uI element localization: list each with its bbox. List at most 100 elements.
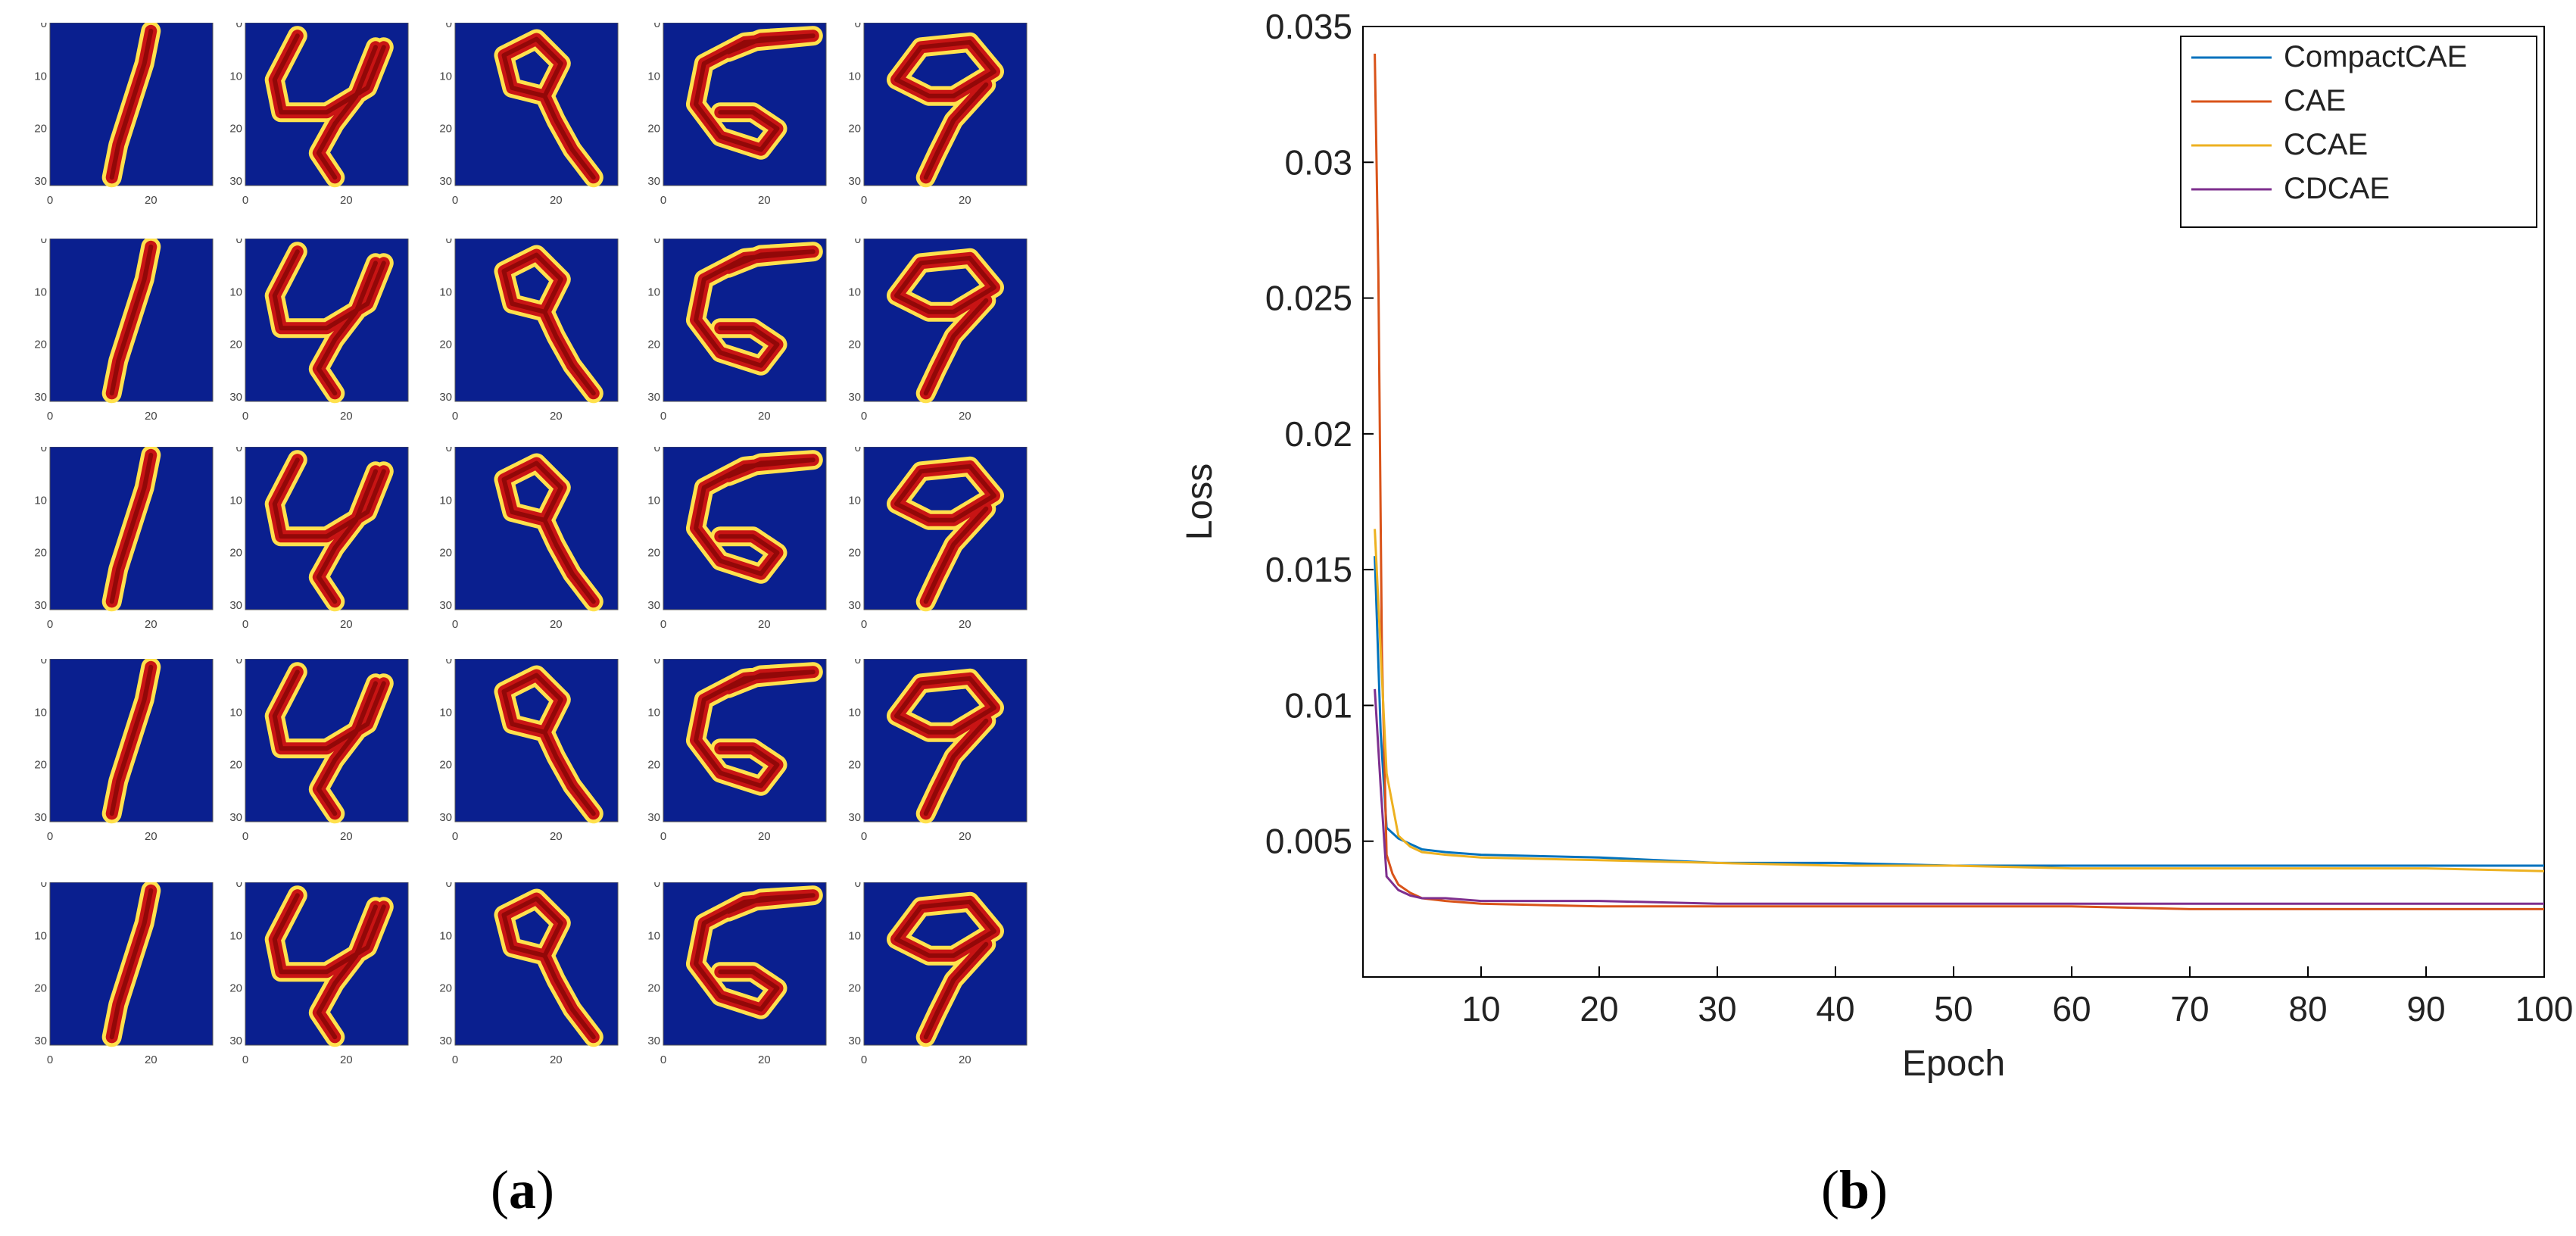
- y-tick-label: 20: [848, 759, 861, 772]
- series-line-cae: [1374, 53, 2544, 910]
- digit-cell-r1-c2: 0 10 20 30 0 20: [218, 23, 426, 216]
- x-tick-label: 0: [47, 618, 53, 631]
- y-tick-label: 30: [229, 1035, 242, 1047]
- y-tick-label: 10: [647, 706, 660, 719]
- x-tick-label: 0: [47, 410, 53, 423]
- y-tick-label: 20: [439, 123, 452, 136]
- y-tick-label: 20: [848, 123, 861, 136]
- y-tick-label: 20: [647, 982, 660, 995]
- y-tick-label: 30: [439, 599, 452, 612]
- legend-label: CDCAE: [2284, 172, 2390, 205]
- x-tick-label: 0: [242, 410, 248, 423]
- digit-cell-r5-c3: 0 10 20 30 0 20: [428, 882, 636, 1075]
- x-tick-label: 90: [2406, 989, 2445, 1028]
- y-tick-label: 10: [848, 286, 861, 298]
- y-tick-label: 0: [41, 447, 47, 454]
- y-tick-label: 20: [848, 982, 861, 995]
- x-tick-label: 20: [145, 410, 157, 423]
- loss-chart-svg: 0.005 0.01 0.015 0.02 0.025 0.03 0.035 10 20 30 4…: [1180, 7, 2574, 1084]
- digit-cell-r5-c2: 0 10 20 30 0 20: [218, 882, 426, 1075]
- y-tick-label: 0: [41, 882, 47, 890]
- series-lines: [1374, 53, 2545, 910]
- y-tick-label: 0: [236, 659, 242, 666]
- y-tick-label: 10: [34, 706, 47, 719]
- digit-cell-r2-c1: 0 10 20 30 0 20: [23, 239, 231, 432]
- y-tick-label: 20: [439, 982, 452, 995]
- x-tick-label: 20: [1580, 989, 1618, 1028]
- y-tick-label: 0: [654, 447, 660, 454]
- y-tick-label: 30: [34, 391, 47, 404]
- x-tick-label: 0: [452, 194, 458, 207]
- x-tick-label: 20: [550, 830, 563, 843]
- y-tick-label: 20: [439, 547, 452, 560]
- y-tick-label: 0.035: [1265, 7, 1352, 46]
- x-tick-label: 0: [452, 618, 458, 631]
- y-tick-label: 0: [855, 23, 861, 30]
- x-tick-label: 20: [340, 618, 353, 631]
- y-tick-label: 20: [647, 339, 660, 351]
- x-tick-label: 0: [660, 410, 666, 423]
- digit-cell-r4-c4: 0 10 20 30 0 20: [636, 659, 844, 852]
- y-tick-label: 20: [229, 982, 242, 995]
- y-tick-label: 20: [848, 339, 861, 351]
- x-tick-label: 60: [2052, 989, 2091, 1028]
- x-tick-label: 0: [452, 1053, 458, 1066]
- y-tick-label: 0: [654, 239, 660, 246]
- x-tick-label: 0: [242, 194, 248, 207]
- y-tick-label: 20: [647, 547, 660, 560]
- x-tick-label: 0: [242, 830, 248, 843]
- y-tick-label: 10: [439, 286, 452, 298]
- x-tick-label: 0: [660, 1053, 666, 1066]
- x-tick-label: 0: [861, 410, 867, 423]
- caption-b: (b): [1821, 1160, 1888, 1220]
- y-tick-label: 10: [34, 70, 47, 83]
- y-tick-label: 0: [446, 447, 452, 454]
- x-tick-label: 20: [145, 194, 157, 207]
- x-tick-label: 50: [1934, 989, 1973, 1028]
- y-tick-label: 30: [34, 1035, 47, 1047]
- caption-a: (a): [491, 1160, 554, 1220]
- series-line-ccae: [1374, 529, 2545, 872]
- y-tick-label: 20: [647, 123, 660, 136]
- x-tick-label: 0: [660, 618, 666, 631]
- y-tick-label: 20: [848, 547, 861, 560]
- x-tick-label: 20: [145, 618, 157, 631]
- x-tick-label: 100: [2515, 989, 2574, 1028]
- y-tick-label: 0.03: [1284, 142, 1352, 182]
- y-tick-label: 20: [647, 759, 660, 772]
- y-axis-ticks: 0.005 0.01 0.015 0.02 0.025 0.03 0.035: [1265, 7, 1374, 861]
- y-tick-label: 20: [34, 339, 47, 351]
- y-tick-label: 30: [439, 391, 452, 404]
- x-tick-label: 0: [452, 830, 458, 843]
- y-tick-label: 0: [236, 882, 242, 890]
- y-tick-label: 10: [848, 70, 861, 83]
- y-tick-label: 20: [229, 123, 242, 136]
- y-tick-label: 10: [647, 70, 660, 83]
- y-tick-label: 10: [647, 929, 660, 942]
- digit-cell-r2-c3: 0 10 20 30 0 20: [428, 239, 636, 432]
- y-tick-label: 20: [229, 547, 242, 560]
- x-tick-label: 20: [758, 830, 771, 843]
- y-tick-label: 10: [647, 286, 660, 298]
- y-tick-label: 30: [647, 811, 660, 824]
- x-tick-label: 20: [758, 618, 771, 631]
- x-tick-label: 20: [758, 410, 771, 423]
- y-tick-label: 0: [446, 882, 452, 890]
- y-tick-label: 30: [647, 175, 660, 188]
- y-tick-label: 30: [229, 391, 242, 404]
- x-tick-label: 20: [340, 194, 353, 207]
- reconstruction-grid: 0 10 20 30 0 20 0 10 20 30 0 20 0 10 20 30 0 20 0 10 20 30 0 20…: [0, 0, 1060, 1151]
- y-tick-label: 30: [848, 599, 861, 612]
